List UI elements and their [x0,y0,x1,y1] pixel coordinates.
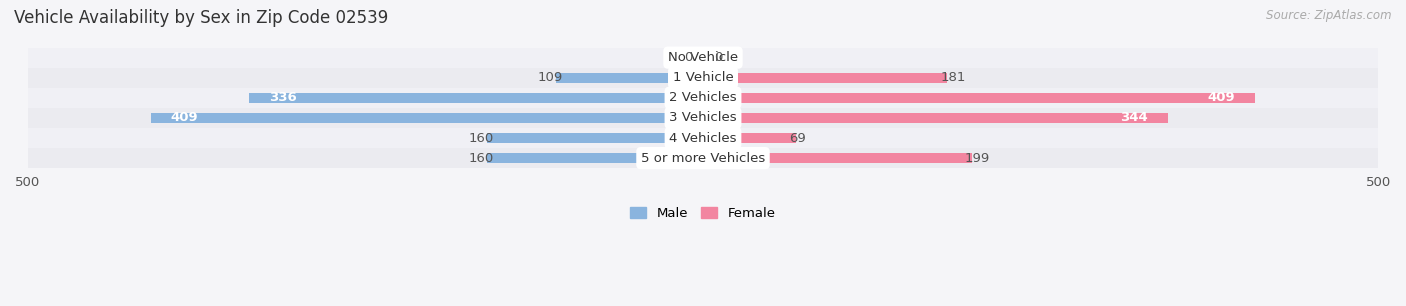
Text: 181: 181 [941,71,966,84]
Bar [28,148,1378,168]
Text: No Vehicle: No Vehicle [668,51,738,64]
Text: 0: 0 [714,51,723,64]
Legend: Male, Female: Male, Female [630,207,776,220]
Text: 2 Vehicles: 2 Vehicles [669,91,737,104]
Text: 344: 344 [1119,111,1147,125]
Bar [703,73,948,83]
Text: Vehicle Availability by Sex in Zip Code 02539: Vehicle Availability by Sex in Zip Code … [14,9,388,27]
Text: 199: 199 [965,151,990,165]
Text: 160: 160 [468,151,494,165]
Bar [703,52,706,63]
Bar [486,133,703,143]
Bar [703,133,796,143]
Bar [486,153,703,163]
Text: 3 Vehicles: 3 Vehicles [669,111,737,125]
Text: 0: 0 [683,51,692,64]
Bar [249,93,703,103]
Text: 109: 109 [537,71,562,84]
Bar [28,88,1378,108]
Bar [703,153,972,163]
Text: 69: 69 [789,132,806,144]
Text: 4 Vehicles: 4 Vehicles [669,132,737,144]
Text: 1 Vehicle: 1 Vehicle [672,71,734,84]
Text: Source: ZipAtlas.com: Source: ZipAtlas.com [1267,9,1392,22]
Text: 336: 336 [270,91,297,104]
Bar [555,73,703,83]
Text: 160: 160 [468,132,494,144]
Bar [703,113,1167,123]
Text: 409: 409 [170,111,198,125]
Bar [703,93,1256,103]
Bar [28,48,1378,68]
Bar [28,128,1378,148]
Bar [28,108,1378,128]
Text: 5 or more Vehicles: 5 or more Vehicles [641,151,765,165]
Bar [28,68,1378,88]
Text: 409: 409 [1208,91,1236,104]
Bar [700,52,703,63]
Bar [150,113,703,123]
